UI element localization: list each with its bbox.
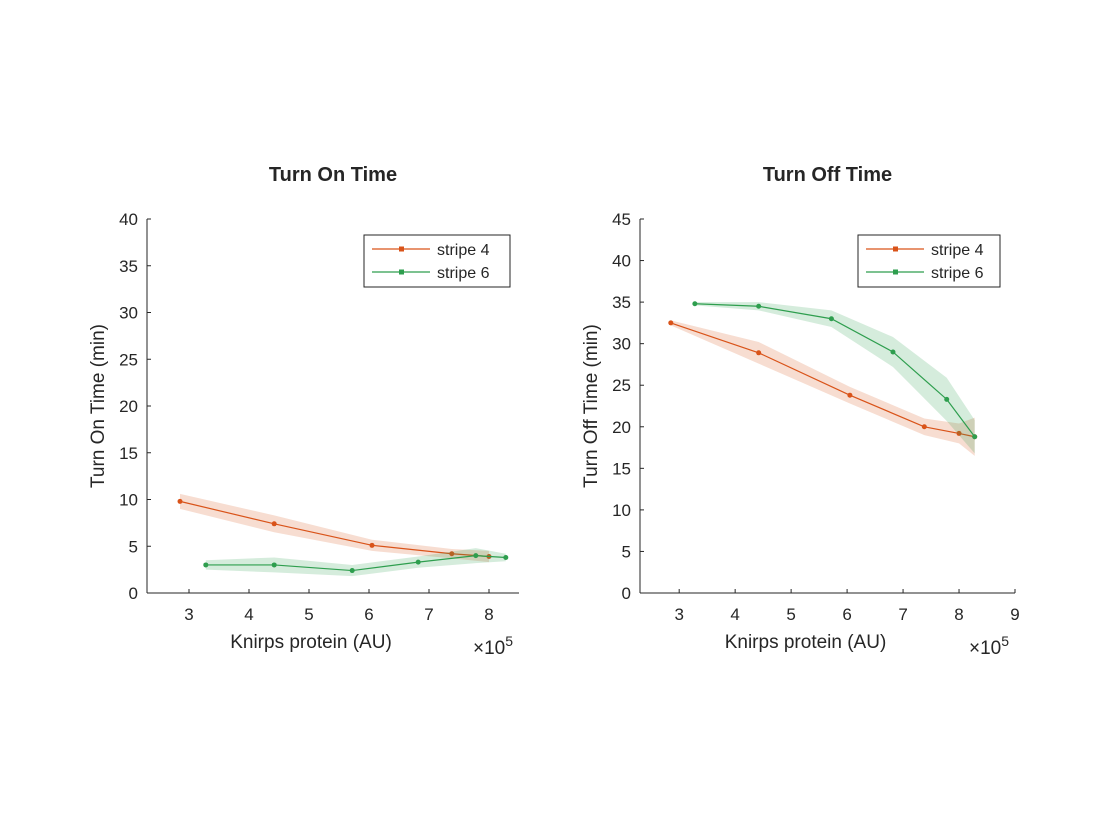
x-tick-label: 6 [364,605,373,624]
legend: stripe 4 stripe 6 [363,234,511,288]
y-tick-label: 5 [129,537,138,556]
y-tick-label: 40 [119,210,138,229]
legend-box [857,234,1001,288]
x-tick-label: 4 [730,605,739,624]
x-tick-label: 9 [1010,605,1019,624]
data-point [203,562,209,568]
data-point [890,349,896,355]
x-tick-label: 3 [674,605,683,624]
series-line [694,303,976,438]
y-tick-label: 30 [119,304,138,323]
legend-label: stripe 6 [437,265,490,282]
error-band [670,320,975,456]
y-tick-label: 40 [612,252,631,271]
x-tick-label: 5 [786,605,795,624]
data-point [503,554,509,560]
series-line [205,554,506,572]
legend: stripe 4 stripe 6 [857,234,1001,288]
x-tick-label: 3 [184,605,193,624]
data-point [921,424,927,430]
y-tick-label: 45 [612,210,631,229]
y-axis-label: Turn On Time (min) [88,324,109,488]
y-tick-label: 25 [119,350,138,369]
data-point [847,392,853,398]
series-2 [692,301,978,454]
error-band [694,302,975,454]
x-tick-label: 8 [484,605,493,624]
y-tick-label: 15 [119,444,138,463]
x-tick-label: 6 [842,605,851,624]
error-band [205,548,506,577]
data-point [473,553,479,559]
legend-label: stripe 4 [931,242,984,259]
x-tick-label: 7 [424,605,433,624]
data-point [956,430,962,436]
x-multiplier-exponent: 5 [505,633,513,649]
x-tick-label: 8 [954,605,963,624]
data-point [668,320,674,326]
legend-box [363,234,511,288]
chart-title: Turn On Time [269,164,397,186]
data-point [756,303,762,309]
x-multiplier-base: ×10 [969,638,1001,659]
data-point [944,396,950,402]
legend-label: stripe 6 [931,265,984,282]
y-tick-label: 5 [622,542,631,561]
data-point [271,521,277,527]
y-tick-label: 20 [119,397,138,416]
data-point [828,316,834,322]
series-line [670,322,975,438]
chart-1: Turn On Time 0 5 10 15 20 25 30 35 40 3 4 5 6 7 8 Knirps… [88,164,519,659]
y-tick-label: 25 [612,376,631,395]
y-tick-label: 35 [612,293,631,312]
y-axis-label: Turn Off Time (min) [581,324,602,488]
data-point [972,434,978,440]
x-axis-label: Knirps protein (AU) [230,632,392,653]
x-axis-label: Knirps protein (AU) [725,632,887,653]
x-multiplier-label: ×105 [969,633,1009,659]
legend-marker [893,246,898,252]
data-point [692,301,698,307]
y-tick-label: 30 [612,335,631,354]
x-multiplier-base: ×10 [473,638,505,659]
y-tick-label: 0 [129,584,138,603]
y-tick-label: 35 [119,257,138,276]
y-tick-label: 20 [612,418,631,437]
x-multiplier-label: ×105 [473,633,513,659]
y-tick-label: 10 [119,491,138,510]
data-point [449,551,455,557]
x-tick-label: 4 [244,605,253,624]
y-tick-label: 15 [612,459,631,478]
y-tick-label: 0 [622,584,631,603]
data-point [349,568,355,574]
chart-title: Turn Off Time [763,164,892,186]
series-2 [203,548,509,577]
data-point [415,559,421,565]
y-tick-label: 10 [612,501,631,520]
data-point [756,350,762,356]
legend-marker [893,269,898,275]
data-point [271,562,277,568]
x-multiplier-exponent: 5 [1001,633,1009,649]
data-point [369,542,375,548]
legend-marker [399,269,404,275]
data-point [177,498,183,504]
legend-marker [399,246,404,252]
x-tick-label: 7 [898,605,907,624]
legend-label: stripe 4 [437,242,490,259]
series-1 [177,493,492,563]
x-tick-label: 5 [304,605,313,624]
error-band [180,493,489,563]
